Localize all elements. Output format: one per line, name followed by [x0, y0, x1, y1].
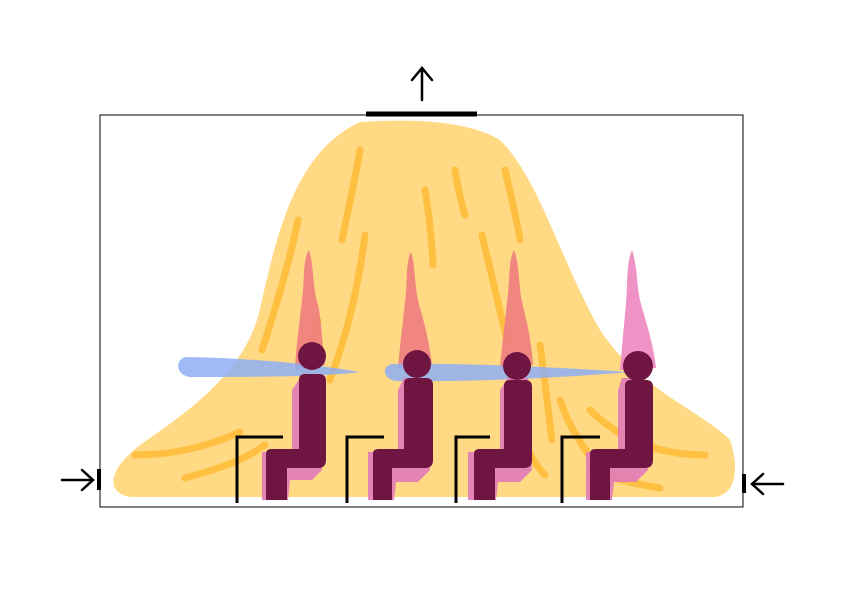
- plume-streak: [326, 231, 369, 384]
- plume-streak: [501, 166, 524, 244]
- plume-streak: [421, 186, 437, 269]
- inlet-left-arrow: [60, 468, 95, 492]
- person-2-body: [373, 378, 433, 500]
- plume-streak: [338, 146, 364, 244]
- person-1: [266, 342, 326, 500]
- plume-streak: [536, 341, 556, 444]
- person-4-body: [590, 380, 653, 500]
- thermal-plume-4: [620, 250, 656, 370]
- thermal-plume-3: [500, 250, 533, 368]
- person-2: [373, 350, 433, 500]
- exhaust-up-arrow: [410, 66, 434, 102]
- chair-4: [560, 435, 600, 503]
- plume-streak: [451, 166, 469, 219]
- horizontal-jet-left: [178, 357, 360, 377]
- person-1-head: [298, 342, 326, 370]
- person-2-head: [403, 350, 431, 378]
- person-4: [590, 351, 653, 500]
- thermal-plume-2: [398, 252, 432, 368]
- chair-1: [235, 435, 283, 503]
- chair-3: [454, 435, 490, 503]
- person-3: [474, 352, 532, 500]
- room-air-plume: [113, 120, 735, 497]
- person-4-head: [623, 351, 653, 381]
- person-3-head: [503, 352, 531, 380]
- inlet-right-arrow: [750, 472, 785, 496]
- thermal-plume-1: [295, 250, 325, 370]
- plume-streak: [258, 216, 302, 354]
- plume-streak: [131, 428, 244, 459]
- occupants: [266, 342, 653, 500]
- thermal-plumes: [295, 250, 656, 370]
- chairs: [235, 435, 600, 503]
- chair-2: [345, 435, 384, 503]
- person-1-body: [266, 374, 326, 500]
- plume-streak: [181, 441, 269, 482]
- person-3-body: [474, 380, 532, 500]
